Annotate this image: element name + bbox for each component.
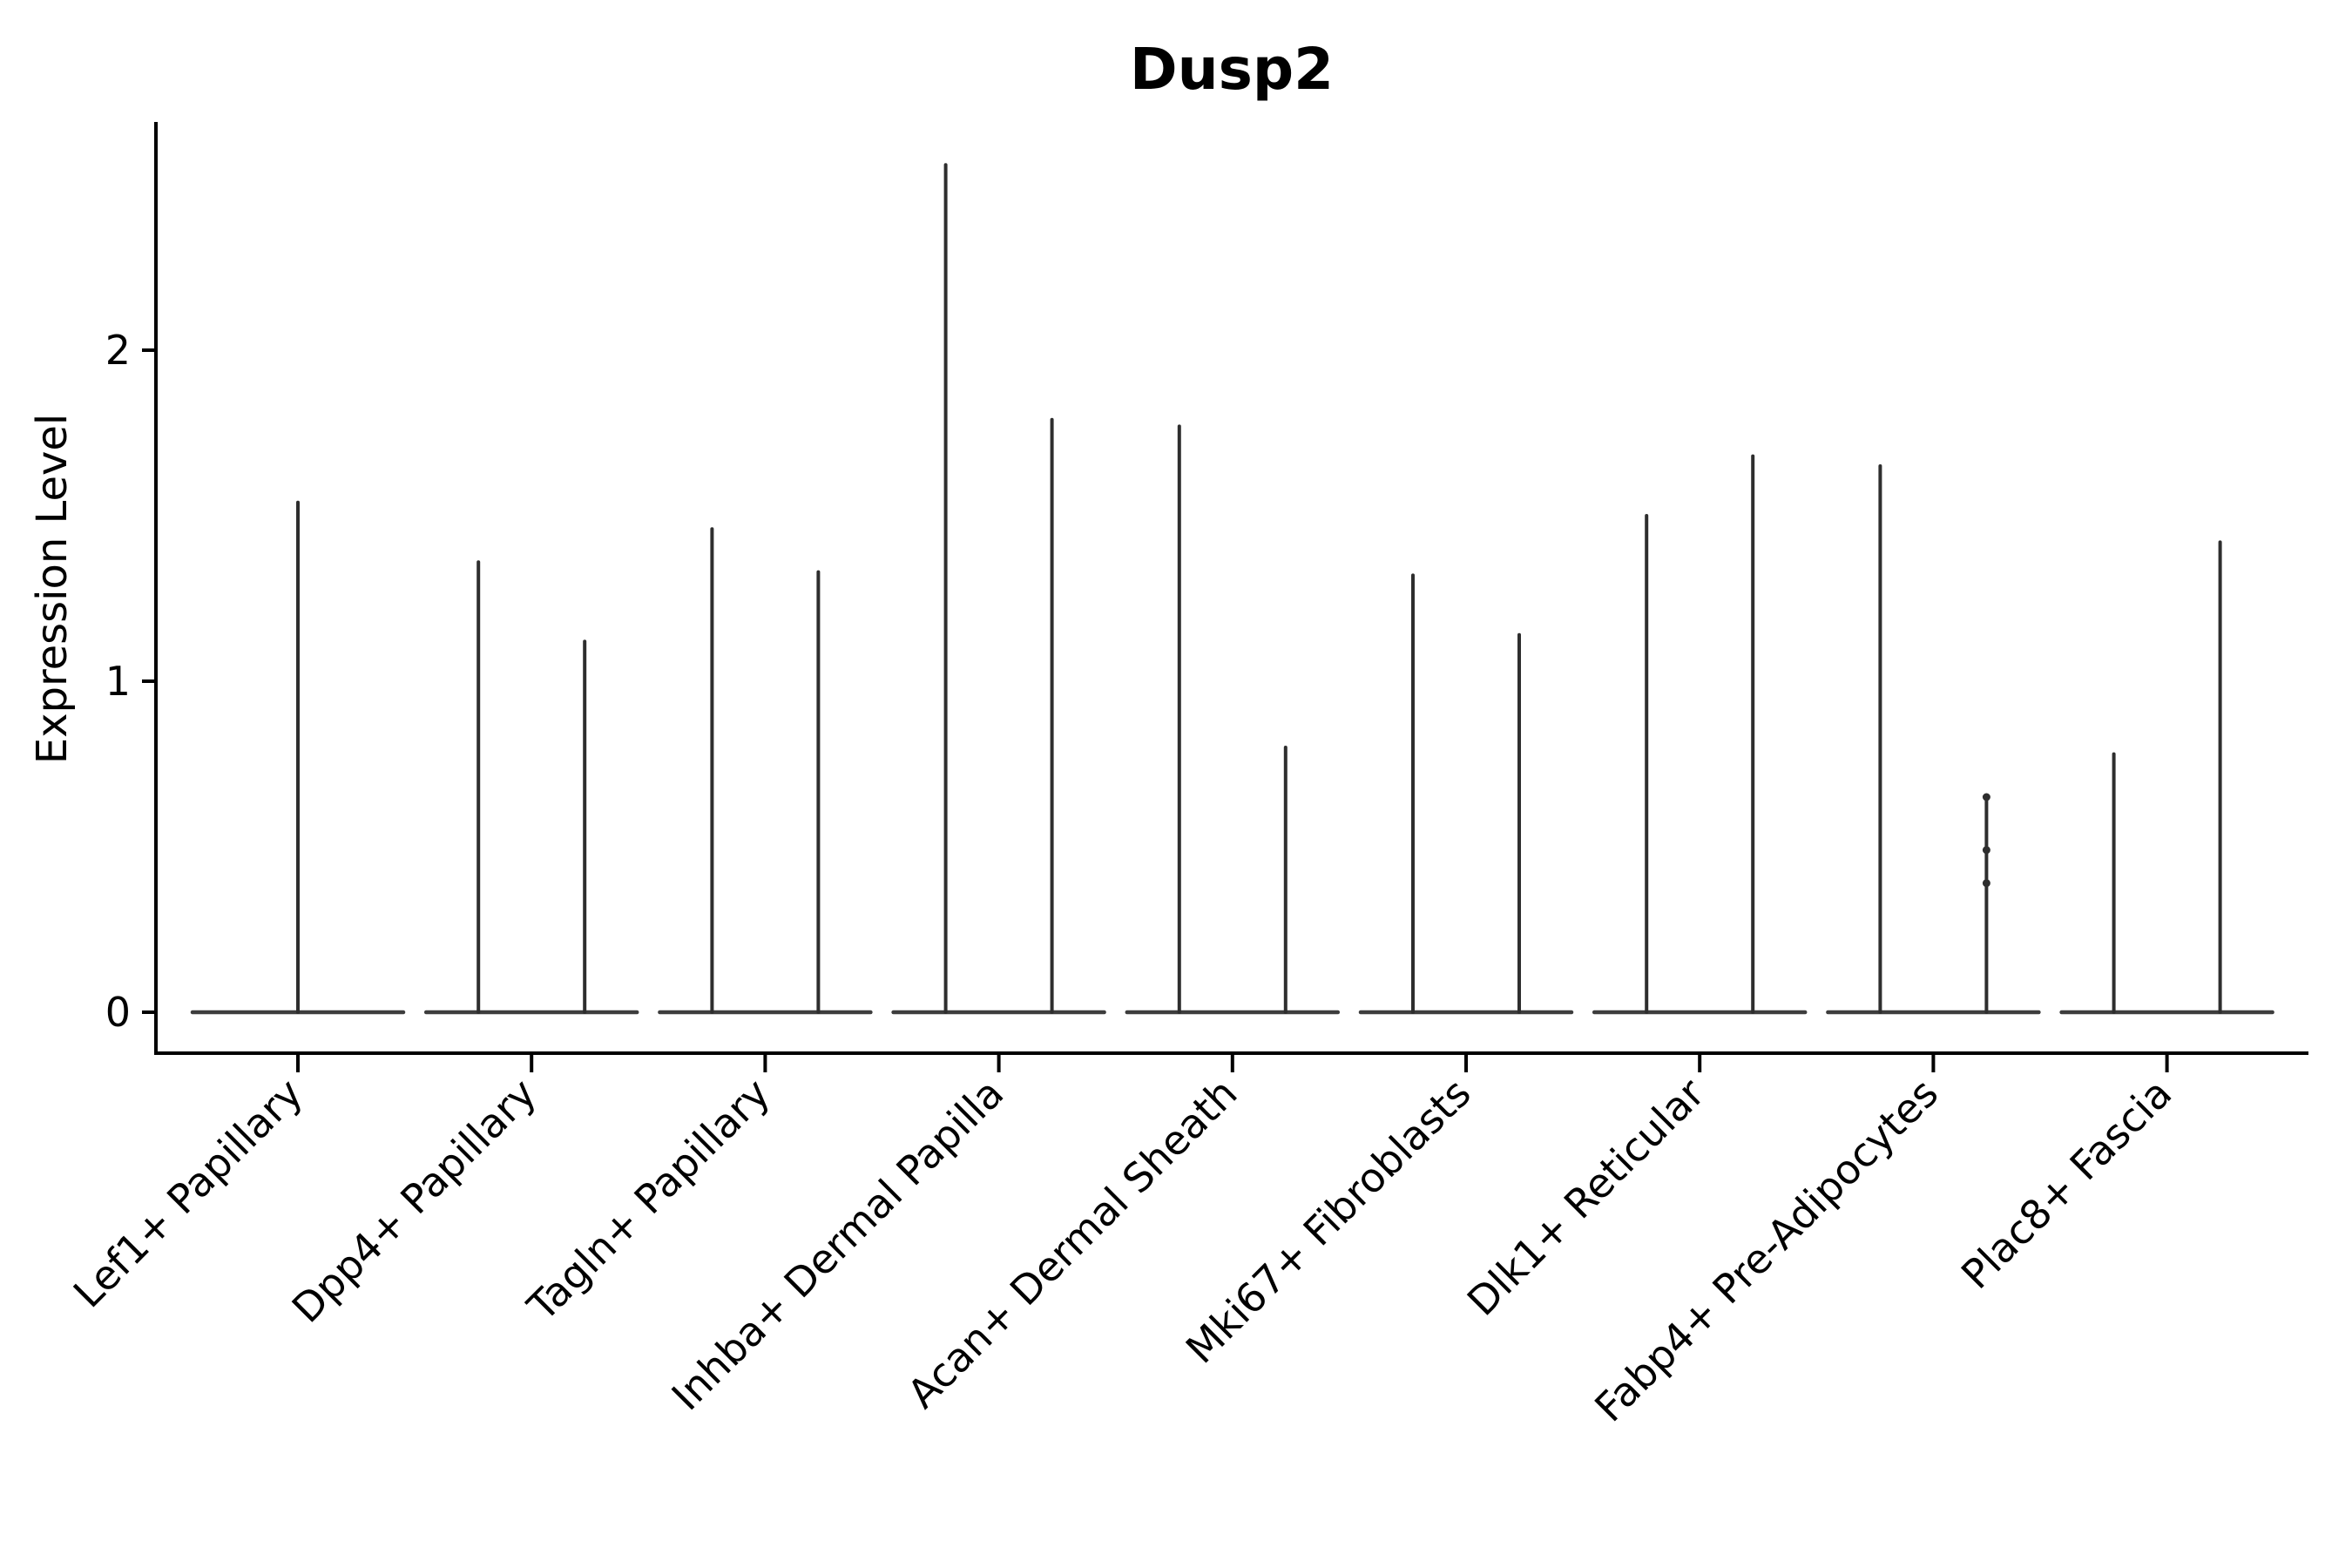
y-axis-label: Expression Level (28, 414, 77, 765)
x-tick-label: Lef1+ Papillary (64, 1070, 312, 1317)
x-tick-label: Plac8+ Fascia (1952, 1070, 2180, 1298)
jitter-point (1982, 846, 1990, 855)
x-tick-label: Tagln+ Papillary (518, 1070, 780, 1331)
y-axis-ticks: 0 1 2 (105, 327, 156, 1036)
jitter-point (1982, 793, 1990, 801)
x-tick-label: Dlk1+ Reticular (1458, 1070, 1713, 1325)
jitter-point (1982, 879, 1990, 888)
y-tick-label: 1 (105, 658, 131, 705)
y-tick-label: 0 (105, 989, 131, 1036)
x-tick-label: Dpp4+ Papillary (283, 1070, 545, 1332)
chart-title: Dusp2 (1130, 36, 1334, 103)
violins (190, 163, 2274, 1015)
y-tick-label: 2 (105, 327, 131, 374)
